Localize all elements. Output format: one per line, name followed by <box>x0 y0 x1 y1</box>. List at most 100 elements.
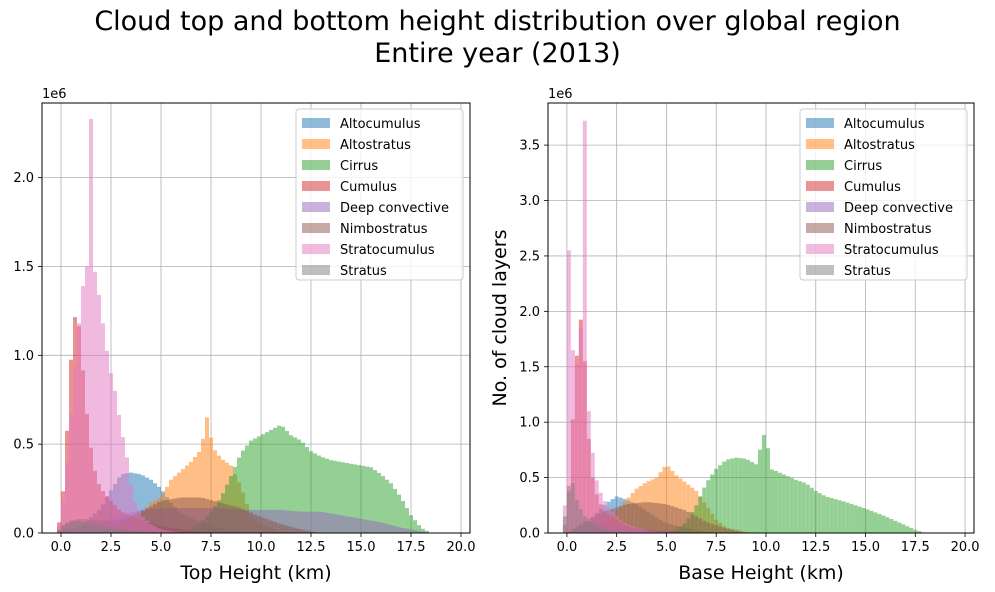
histogram-bar <box>321 512 325 533</box>
histogram-bar <box>245 510 249 533</box>
legend-swatch-stratus <box>302 265 330 275</box>
x-tick-label: 5.0 <box>151 540 172 555</box>
histogram-bar <box>261 434 265 533</box>
histogram-bar <box>734 457 739 533</box>
histogram-bar <box>678 508 683 533</box>
histogram-bar <box>602 501 607 533</box>
histogram-bar <box>69 521 73 533</box>
histogram-bar <box>149 506 153 533</box>
y-tick-label: 3.5 <box>519 139 540 154</box>
x-tick-label: 17.5 <box>397 540 426 555</box>
histogram-bar <box>137 510 141 533</box>
histogram-bar <box>353 464 357 533</box>
histogram-bar <box>401 528 405 533</box>
histogram-bar <box>738 531 743 533</box>
y-tick-label: 1.0 <box>13 349 34 364</box>
histogram-bar <box>373 521 377 533</box>
histogram-bar <box>409 515 413 533</box>
histogram-bar <box>893 520 898 533</box>
histogram-bar <box>189 497 193 533</box>
histogram-bar <box>333 514 337 533</box>
histogram-bar <box>357 518 361 533</box>
histogram-bar <box>654 531 659 533</box>
histogram-bar <box>321 457 325 533</box>
histogram-bar <box>421 531 425 533</box>
legend-swatch-nimbostratus <box>806 223 834 233</box>
histogram-bar <box>273 509 277 533</box>
histogram-bar <box>385 479 389 533</box>
histogram-bar <box>821 495 826 533</box>
histogram-bar <box>582 516 587 533</box>
histogram-bar <box>309 531 313 533</box>
histogram-bar <box>325 458 329 533</box>
histogram-bar <box>193 456 197 533</box>
histogram-bar <box>598 527 603 533</box>
histogram-bar <box>614 531 619 533</box>
histogram-bar <box>825 496 830 533</box>
histogram-bar <box>241 509 245 533</box>
histogram-bar <box>654 503 659 533</box>
histogram-bar <box>81 521 85 533</box>
histogram-bar <box>333 460 337 533</box>
histogram-bar <box>610 530 615 533</box>
series-cirrus <box>666 435 926 533</box>
histogram-bar <box>714 468 719 533</box>
histogram-bar <box>245 445 249 533</box>
histogram-bar <box>885 517 890 533</box>
histogram-bar <box>285 510 289 533</box>
x-tick-label: 2.5 <box>101 540 122 555</box>
histogram-bar <box>829 498 834 533</box>
histogram-bar <box>586 521 591 533</box>
histogram-bar <box>722 527 727 533</box>
histogram-bar <box>674 475 679 533</box>
histogram-bar <box>241 450 245 533</box>
histogram-bar <box>718 526 723 533</box>
histogram-bar <box>630 526 635 533</box>
histogram-bar <box>917 531 922 533</box>
y-offset-text: 1e6 <box>42 87 67 102</box>
histogram-bar <box>157 528 161 533</box>
histogram-bar <box>305 447 309 533</box>
histogram-bar <box>630 503 635 533</box>
histogram-bar <box>881 515 886 533</box>
histogram-bar <box>393 526 397 533</box>
histogram-bar <box>329 460 333 533</box>
histogram-bar <box>193 497 197 533</box>
histogram-bar <box>221 503 225 533</box>
histogram-bar <box>857 506 862 533</box>
histogram-bar <box>686 484 691 533</box>
histogram-bar <box>105 350 109 533</box>
histogram-bar <box>361 519 365 533</box>
legend-label-deep-convective: Deep convective <box>844 201 953 216</box>
histogram-bar <box>377 472 381 533</box>
y-axis-label: No. of cloud layers <box>489 230 511 407</box>
histogram-bar <box>281 510 285 533</box>
histogram-bar <box>73 521 77 533</box>
histogram-bar <box>77 521 81 533</box>
histogram-bar <box>594 480 599 533</box>
histogram-bar <box>217 455 221 533</box>
histogram-bar <box>781 474 786 533</box>
histogram-bar <box>285 525 289 533</box>
histogram-bar <box>197 497 201 533</box>
histogram-bar <box>329 513 333 533</box>
histogram-bar <box>845 502 850 533</box>
y-tick-label: 1.5 <box>13 260 34 275</box>
histogram-bar <box>381 522 385 533</box>
histogram-bar <box>313 511 317 533</box>
histogram-bar <box>574 499 579 533</box>
histogram-bar <box>157 502 161 533</box>
histogram-bar <box>765 448 770 533</box>
histogram-bar <box>638 528 643 533</box>
histogram-bar <box>694 516 699 533</box>
histogram-bar <box>602 529 607 533</box>
histogram-bar <box>233 466 237 533</box>
histogram-bar <box>797 481 802 533</box>
histogram-bar <box>309 451 313 533</box>
histogram-bar <box>345 462 349 533</box>
legend-label-stratus: Stratus <box>340 264 387 279</box>
histogram-bar <box>57 530 61 533</box>
histogram-bar <box>706 480 711 533</box>
histogram-bar <box>261 517 265 533</box>
histogram-bar <box>141 517 145 533</box>
